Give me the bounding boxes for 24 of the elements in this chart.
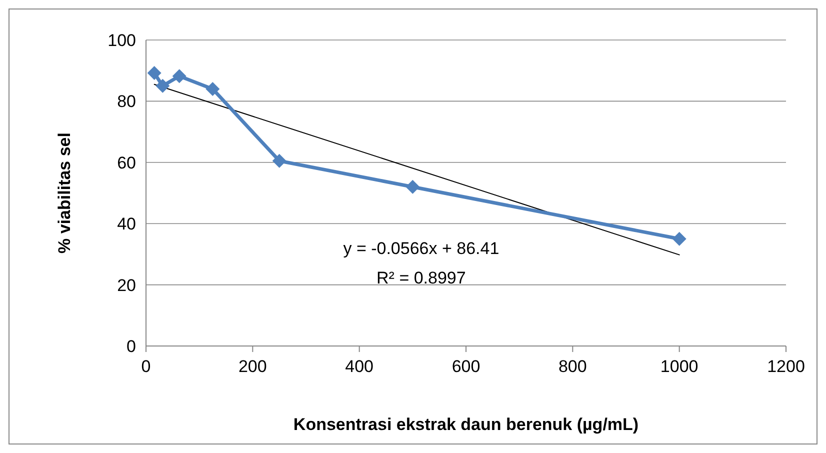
y-axis-title: % viabilitas sel [55, 132, 74, 254]
point [272, 154, 286, 168]
x-tick-label: 1000 [660, 357, 698, 376]
point [206, 82, 220, 96]
y-tick-label: 60 [117, 153, 136, 172]
y-tick-label: 20 [117, 276, 136, 295]
y-tick-label: 80 [117, 92, 136, 112]
point [147, 66, 162, 80]
annotation: y = -0.0566x + 86.41 [343, 239, 500, 258]
point [172, 69, 186, 84]
x-tick-label: 0 [141, 357, 151, 376]
point [406, 180, 420, 194]
point [672, 232, 686, 246]
x-tick-label: 1200 [767, 357, 805, 376]
y-tick-label: 0 [126, 336, 136, 356]
x-tick-label: 400 [345, 357, 374, 376]
y-tick-label: 40 [117, 214, 136, 234]
x-axis-title: Konsentrasi ekstrak daun berenuk (µg/mL) [293, 415, 639, 434]
x-tick-label: 600 [452, 357, 480, 376]
x-tick-label: 200 [238, 357, 267, 376]
x-tick-label: 800 [558, 357, 587, 376]
point [156, 78, 170, 93]
y-tick-label: 100 [108, 30, 136, 50]
annotation: R² = 0.8997 [376, 268, 466, 288]
